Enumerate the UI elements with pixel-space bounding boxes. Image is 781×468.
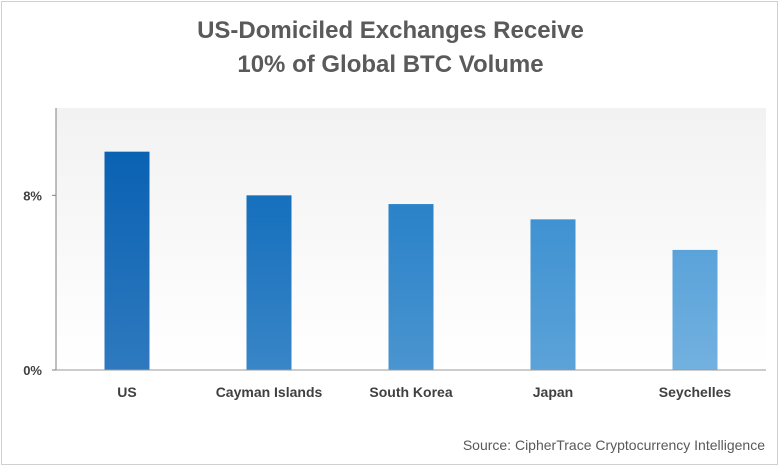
chart-title-line-1: US-Domiciled Exchanges Receive: [197, 17, 584, 44]
x-tick-label: Cayman Islands: [216, 384, 323, 400]
bar-japan: [530, 219, 576, 370]
y-tick-label: 0%: [23, 363, 42, 378]
y-tick-label: 8%: [23, 188, 42, 203]
chart-title-line-2: 10% of Global BTC Volume: [237, 51, 544, 78]
bar-south-korea: [388, 204, 434, 370]
x-tick-label: US: [117, 384, 136, 400]
x-tick-label: Japan: [533, 384, 573, 400]
chart-title: US-Domiciled Exchanges Receive 10% of Gl…: [0, 14, 781, 82]
bar-cayman-islands: [246, 195, 292, 370]
bar-us: [104, 151, 150, 370]
x-tick-label: Seychelles: [659, 384, 732, 400]
source-note: Source: CipherTrace Cryptocurrency Intel…: [462, 437, 765, 453]
bar-seychelles: [672, 249, 718, 370]
x-tick-label: South Korea: [369, 384, 452, 400]
